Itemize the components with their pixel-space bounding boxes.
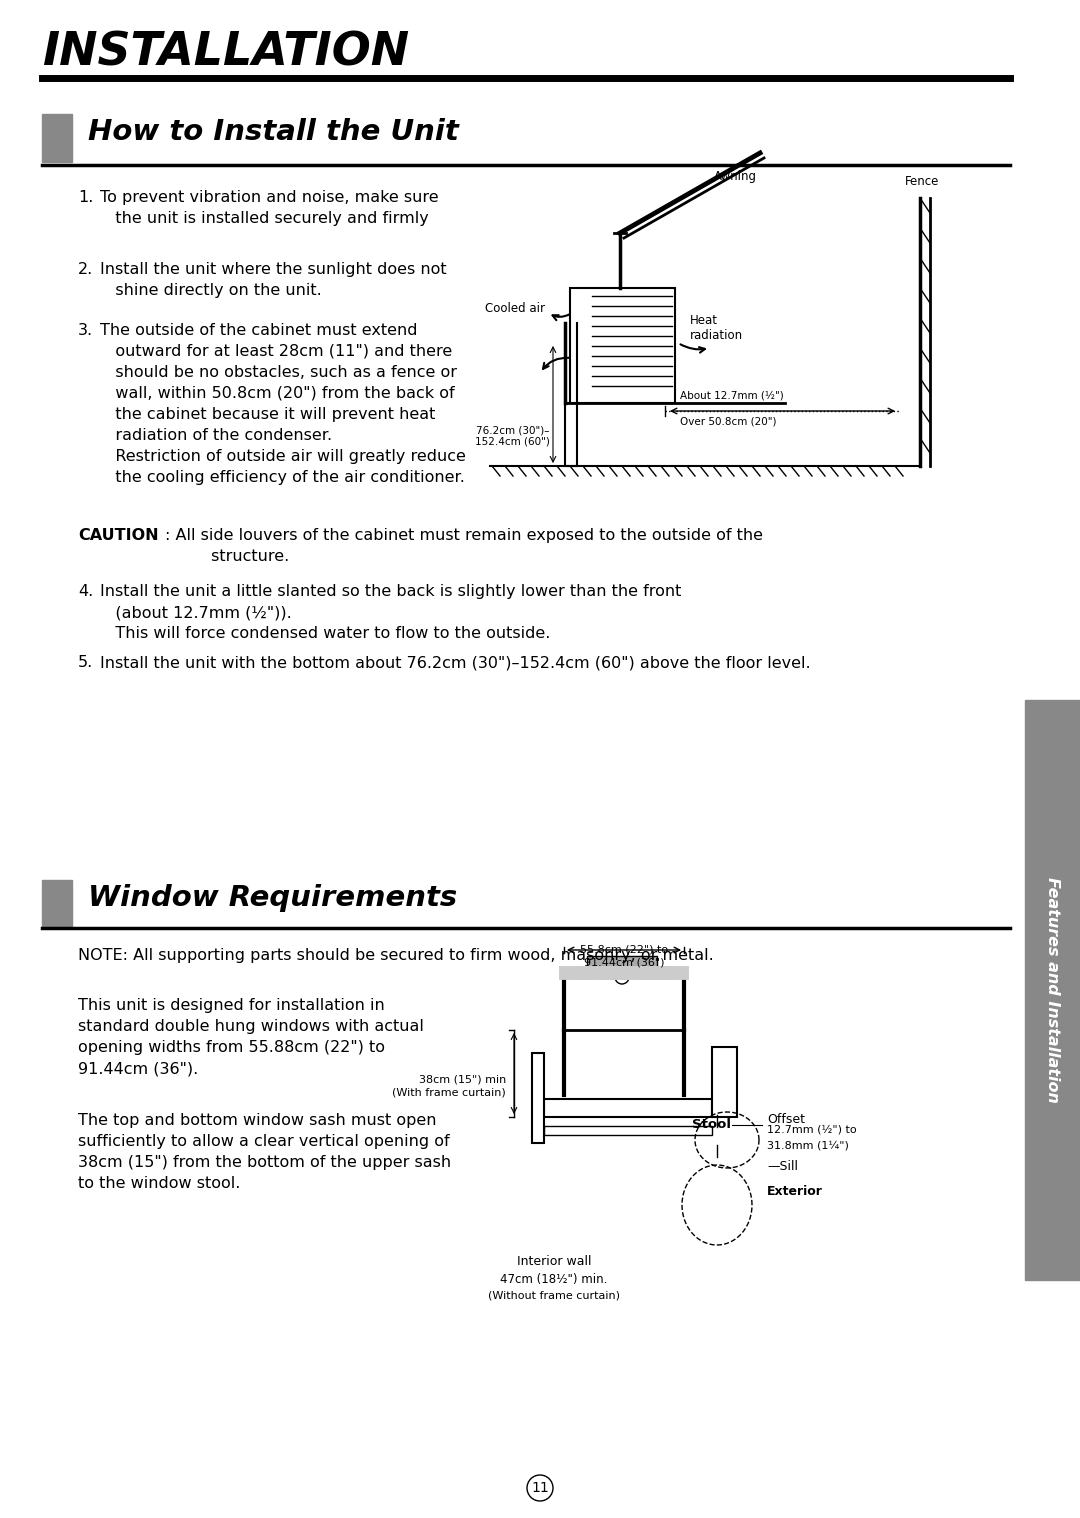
Text: The outside of the cabinet must extend
   outward for at least 28cm (11") and th: The outside of the cabinet must extend o… [100, 323, 465, 484]
Text: 11: 11 [531, 1482, 549, 1495]
Text: 4.: 4. [78, 584, 93, 600]
Text: 12.7mm (½") to: 12.7mm (½") to [767, 1125, 856, 1135]
Text: (Without frame curtain): (Without frame curtain) [488, 1290, 620, 1301]
Text: Heat
radiation: Heat radiation [690, 314, 743, 342]
Text: NOTE: All supporting parts should be secured to firm wood, masonry, or metal.: NOTE: All supporting parts should be sec… [78, 949, 714, 962]
Text: —Sill: —Sill [767, 1160, 798, 1173]
Text: 47cm (18½") min.: 47cm (18½") min. [500, 1274, 608, 1286]
Text: 76.2cm (30")–
152.4cm (60"): 76.2cm (30")– 152.4cm (60") [475, 425, 550, 446]
Bar [532, 1053, 544, 1143]
Text: 55.8cm (22") to
91.44cm (36"): 55.8cm (22") to 91.44cm (36") [580, 946, 669, 967]
Text: Cooled air: Cooled air [485, 302, 545, 314]
Text: Offset: Offset [767, 1113, 805, 1126]
Text: The top and bottom window sash must open
sufficiently to allow a clear vertical : The top and bottom window sash must open… [78, 1113, 451, 1192]
Text: How to Install the Unit: How to Install the Unit [87, 118, 459, 146]
Text: Install the unit with the bottom about 76.2cm (30")–152.4cm (60") above the floo: Install the unit with the bottom about 7… [100, 654, 811, 669]
Text: 31.8mm (1¼"): 31.8mm (1¼") [767, 1140, 849, 1151]
Bar [1025, 700, 1080, 1280]
Text: Features and Installation: Features and Installation [1044, 877, 1059, 1104]
Text: Window Requirements: Window Requirements [87, 883, 457, 912]
Text: INSTALLATION: INSTALLATION [42, 30, 409, 74]
Text: 1.: 1. [78, 190, 93, 205]
Text: This unit is designed for installation in
standard double hung windows with actu: This unit is designed for installation i… [78, 997, 423, 1076]
Text: Install the unit a little slanted so the back is slightly lower than the front
 : Install the unit a little slanted so the… [100, 584, 681, 641]
Text: Over 50.8cm (20"): Over 50.8cm (20") [680, 416, 777, 427]
Text: To prevent vibration and noise, make sure
   the unit is installed securely and : To prevent vibration and noise, make sur… [100, 190, 438, 226]
Text: Exterior: Exterior [767, 1186, 823, 1198]
Text: Fence: Fence [905, 175, 940, 188]
Text: 5.: 5. [78, 654, 93, 669]
Bar [588, 956, 657, 970]
Text: Awning: Awning [714, 170, 756, 184]
Text: 2.: 2. [78, 263, 93, 276]
Bar [712, 1047, 737, 1117]
Text: 3.: 3. [78, 323, 93, 339]
Text: About 12.7mm (½"): About 12.7mm (½") [680, 392, 784, 401]
Bar [42, 880, 72, 927]
Text: Interior wall: Interior wall [516, 1255, 591, 1268]
Circle shape [527, 1475, 553, 1501]
Text: Install the unit where the sunlight does not
   shine directly on the unit.: Install the unit where the sunlight does… [100, 263, 447, 298]
Bar [544, 1126, 712, 1135]
Bar [544, 1099, 712, 1117]
Text: CAUTION: CAUTION [78, 528, 159, 543]
Bar [42, 114, 72, 162]
Text: Stool: Stool [692, 1119, 731, 1131]
Text: : All side louvers of the cabinet must remain exposed to the outside of the
    : : All side louvers of the cabinet must r… [165, 528, 762, 565]
Circle shape [615, 970, 629, 984]
Bar [570, 288, 675, 402]
Text: 38cm (15") min
(With frame curtain): 38cm (15") min (With frame curtain) [392, 1075, 507, 1098]
Bar [565, 402, 577, 466]
